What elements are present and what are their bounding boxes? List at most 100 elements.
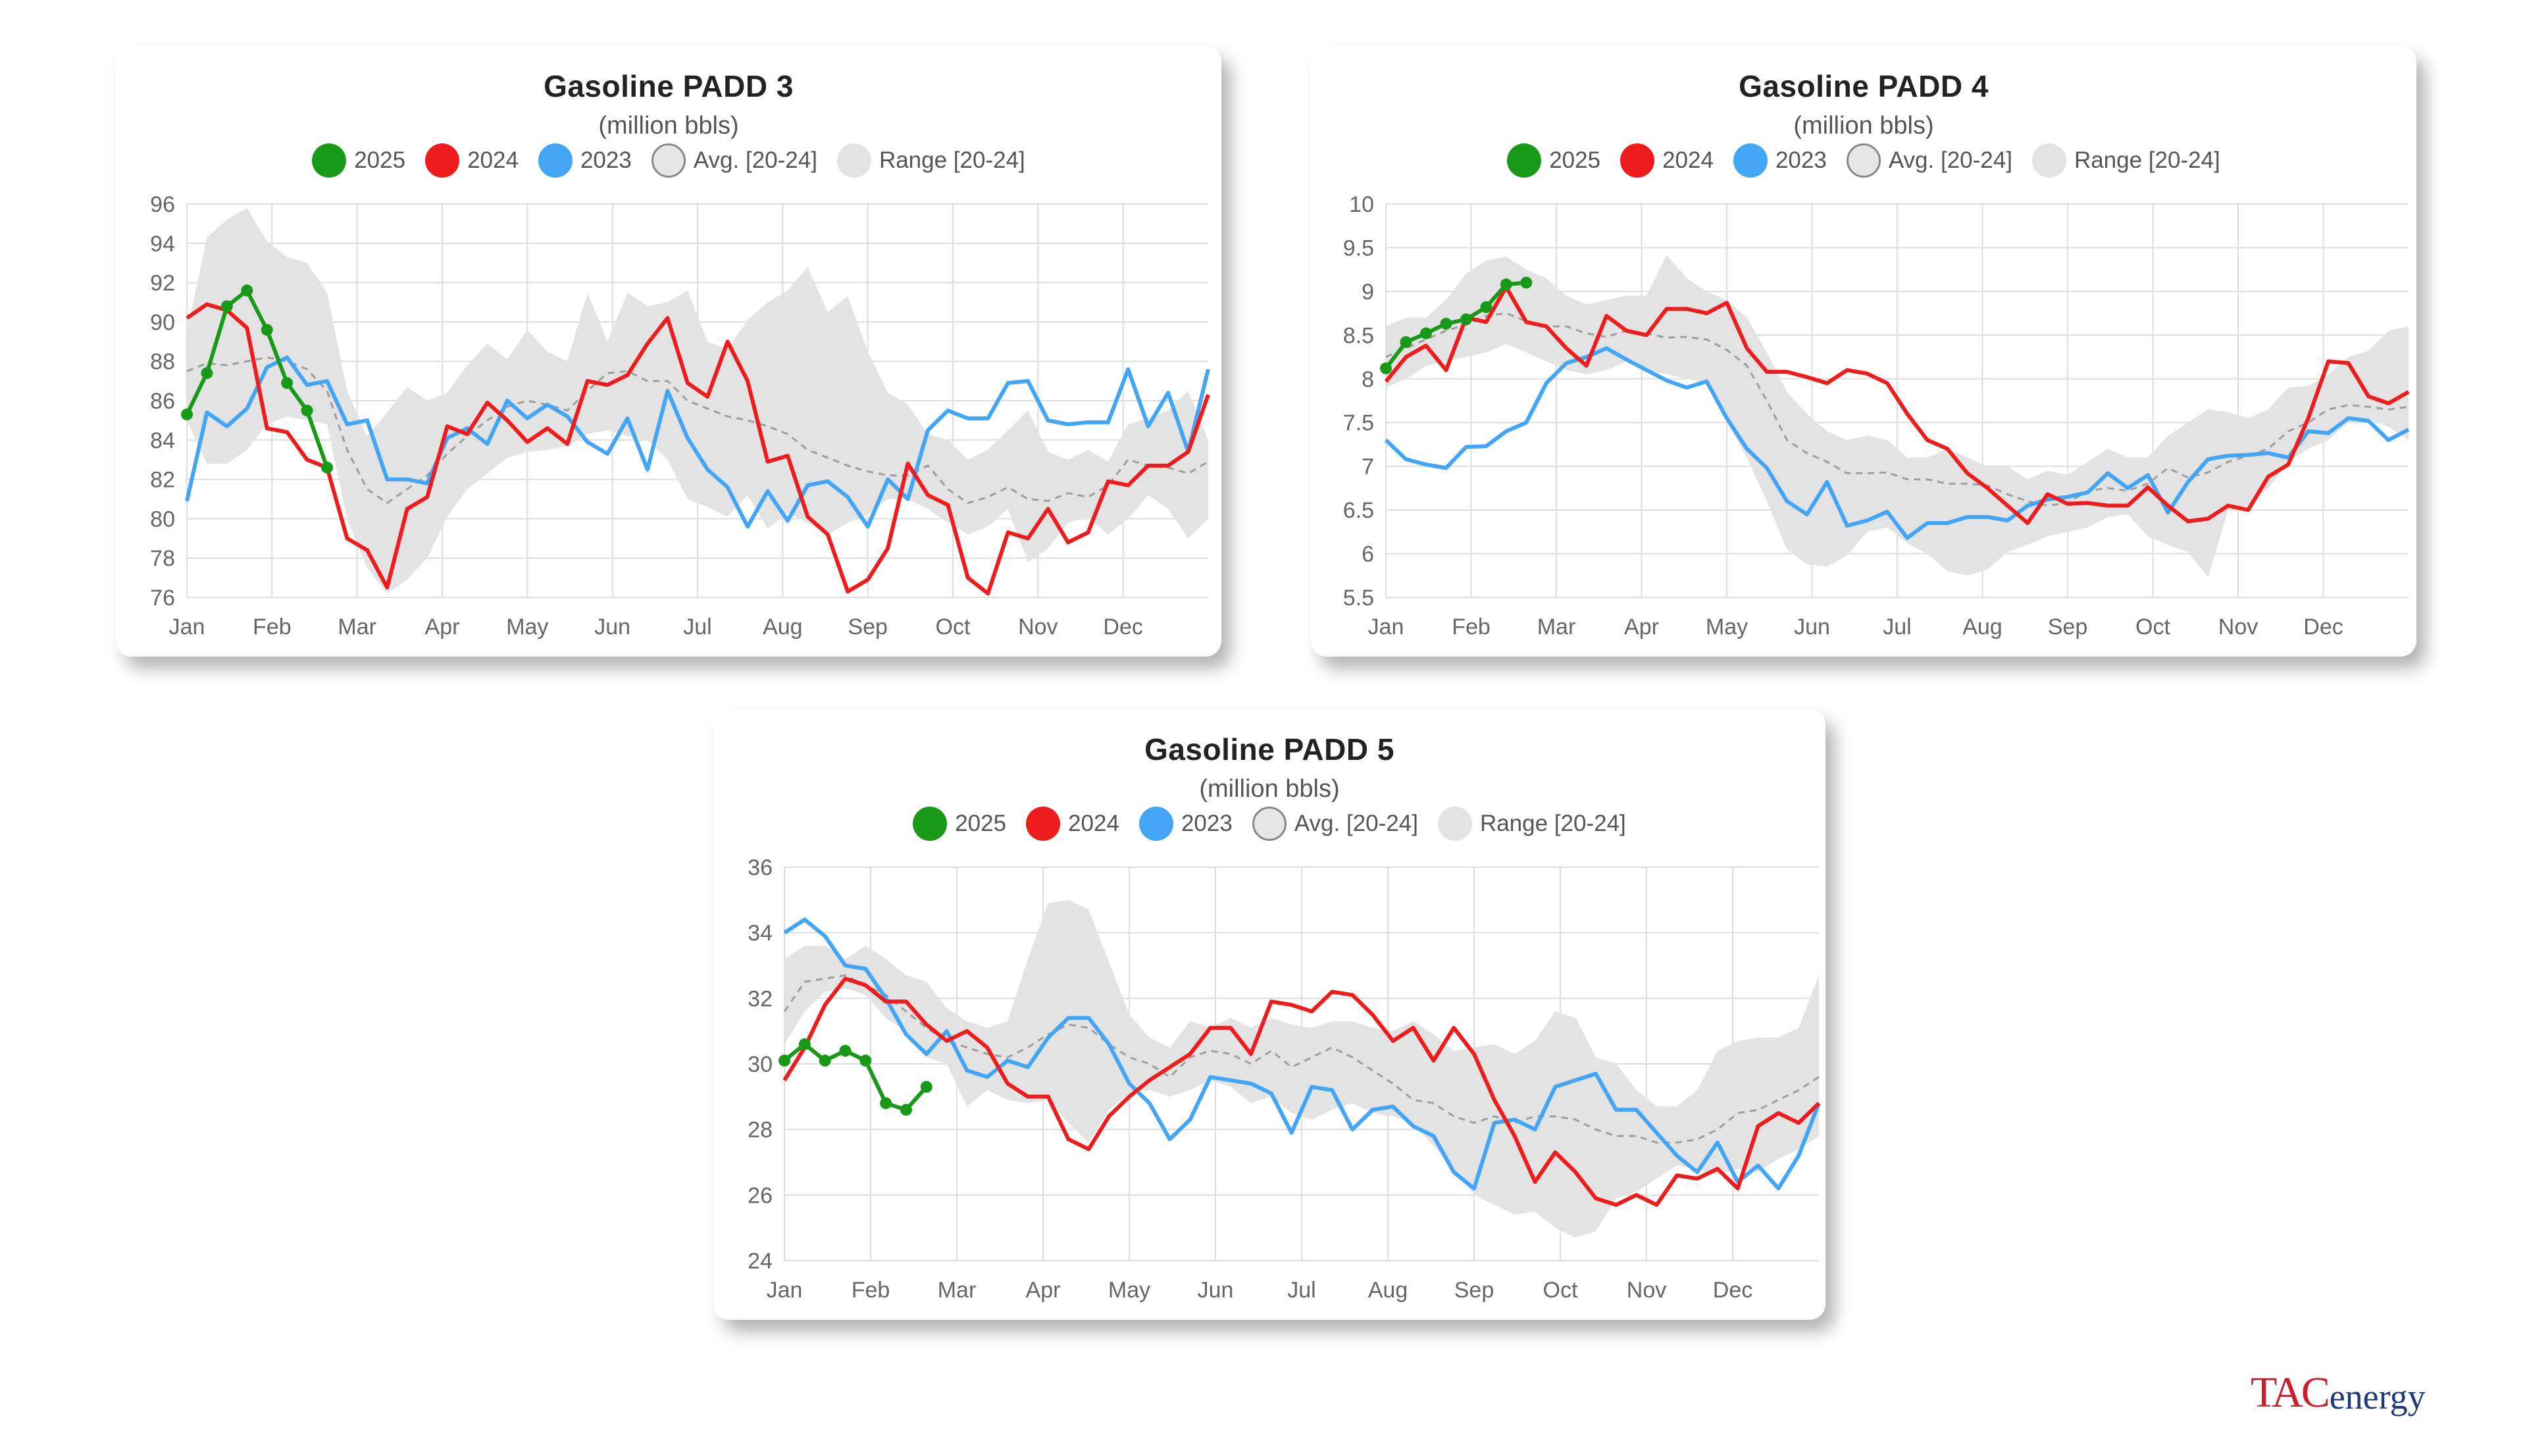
legend-item-2024[interactable]: 2024 bbox=[425, 143, 519, 178]
y-tick-label: 92 bbox=[150, 271, 175, 296]
x-tick-label: May bbox=[1706, 615, 1748, 640]
point-2025 bbox=[900, 1103, 912, 1116]
point-2025 bbox=[839, 1045, 852, 1057]
legend-label: 2025 bbox=[1549, 147, 1601, 173]
x-tick-label: Jul bbox=[1883, 615, 1911, 640]
legend-item-2025[interactable]: 2025 bbox=[913, 807, 1006, 841]
legend-label: 2023 bbox=[580, 147, 632, 173]
x-tick-label: Jan bbox=[1368, 615, 1404, 640]
legend-item-2023[interactable]: 2023 bbox=[1138, 807, 1233, 841]
legend-label: Avg. [20-24] bbox=[693, 147, 817, 173]
chart-card-padd4: 10 9.5 9 8.5 8 7.5 7 6.5 6 5.5 Jan Feb Mar Apr May Jun J… bbox=[1311, 46, 2416, 657]
point-2025 bbox=[1480, 301, 1493, 313]
y-tick-label: 94 bbox=[150, 232, 175, 257]
y-tick-label: 24 bbox=[748, 1249, 773, 1274]
legend-swatch-range bbox=[836, 143, 871, 178]
legend-item-2024[interactable]: 2024 bbox=[1026, 807, 1119, 841]
x-tick-label: Nov bbox=[1627, 1278, 1666, 1303]
x-tick-label: Oct bbox=[2135, 615, 2170, 640]
legend-item-range[interactable]: Range [20-24] bbox=[836, 143, 1025, 178]
y-tick-label: 28 bbox=[748, 1118, 773, 1143]
x-tick-label: Feb bbox=[253, 615, 292, 640]
y-tick-label: 96 bbox=[150, 192, 175, 217]
x-tick-label: Jul bbox=[683, 615, 711, 640]
legend-item-avg[interactable]: Avg. [20-24] bbox=[1846, 143, 2012, 178]
chart-legend: 2025 2024 2023 Avg. [20-24] Range [20-24… bbox=[116, 143, 1221, 178]
legend-label: 2023 bbox=[1181, 811, 1233, 836]
y-tick-label: 7 bbox=[1362, 455, 1374, 480]
x-tick-label: Jun bbox=[594, 615, 630, 640]
legend-item-range[interactable]: Range [20-24] bbox=[1437, 807, 1626, 841]
y-tick-label: 78 bbox=[150, 546, 175, 571]
point-2025 bbox=[281, 377, 294, 389]
legend-label: 2024 bbox=[1662, 147, 1714, 173]
x-tick-label: Apr bbox=[1026, 1278, 1061, 1303]
legend-label: 2024 bbox=[467, 147, 519, 173]
x-tick-label: Mar bbox=[338, 615, 376, 640]
legend-item-avg[interactable]: Avg. [20-24] bbox=[651, 143, 817, 178]
y-tick-label: 8.5 bbox=[1343, 323, 1374, 348]
legend-item-2023[interactable]: 2023 bbox=[538, 143, 632, 178]
chart-card-padd5: 36 34 32 30 28 26 24 Jan Feb Mar Apr May Jun Jul Aug Se… bbox=[713, 709, 1825, 1320]
y-tick-label: 82 bbox=[150, 468, 175, 493]
avg-line bbox=[783, 974, 1820, 1144]
x-tick-label: Sep bbox=[1454, 1278, 1494, 1303]
legend-label: 2025 bbox=[354, 147, 406, 173]
legend-label: 2024 bbox=[1068, 811, 1119, 836]
legend-label: Range [20-24] bbox=[879, 147, 1025, 173]
legend-item-avg[interactable]: Avg. [20-24] bbox=[1252, 807, 1418, 841]
y-tick-label: 6.5 bbox=[1343, 498, 1374, 523]
x-tick-label: Aug bbox=[1962, 615, 2003, 640]
legend-swatch-2023 bbox=[1138, 807, 1173, 841]
point-2025 bbox=[1440, 318, 1452, 330]
chart-svg-padd3: 96 94 92 90 88 86 84 82 80 78 76 Jan Feb Mar Apr May Jun… bbox=[150, 192, 1210, 640]
y-tick-label: 10 bbox=[1349, 192, 1374, 217]
point-2025 bbox=[880, 1097, 892, 1109]
x-tick-label: Nov bbox=[2218, 615, 2258, 640]
y-tick-label: 90 bbox=[150, 310, 175, 335]
x-tick-label: Jul bbox=[1287, 1278, 1315, 1303]
avg-line bbox=[186, 356, 1209, 505]
legend-swatch-2025 bbox=[1507, 143, 1542, 178]
point-2025 bbox=[779, 1055, 790, 1067]
y-tick-label: 80 bbox=[150, 507, 175, 532]
chart-subtitle: (million bbls) bbox=[1199, 775, 1340, 803]
legend-swatch-2024 bbox=[1026, 807, 1061, 841]
legend-swatch-range bbox=[1437, 807, 1472, 841]
y-tick-label: 86 bbox=[150, 389, 175, 414]
tac-energy-logo: TAC energy bbox=[2251, 1355, 2426, 1415]
x-tick-label: Aug bbox=[763, 615, 803, 640]
y-tick-label: 32 bbox=[748, 986, 773, 1011]
series-line-2023 bbox=[783, 917, 1821, 1191]
chart-title: Gasoline PADD 5 bbox=[1144, 732, 1394, 766]
point-2025 bbox=[321, 461, 334, 474]
y-tick-label: 9.5 bbox=[1343, 236, 1374, 261]
legend-label: Range [20-24] bbox=[2074, 147, 2220, 173]
point-2025 bbox=[920, 1080, 932, 1093]
series-line-2024 bbox=[1384, 285, 2410, 525]
y-tick-label: 7.5 bbox=[1343, 411, 1374, 436]
chart-card-padd3: 96 94 92 90 88 86 84 82 80 78 76 Jan Feb Mar Apr May Jun… bbox=[116, 46, 1221, 657]
chart-title: Gasoline PADD 3 bbox=[544, 69, 794, 103]
x-tick-label: Mar bbox=[1537, 615, 1576, 640]
legend-swatch-2023 bbox=[538, 143, 573, 178]
legend-item-2023[interactable]: 2023 bbox=[1733, 143, 1827, 178]
legend-item-2024[interactable]: 2024 bbox=[1620, 143, 1714, 178]
point-2025 bbox=[241, 284, 253, 297]
legend-item-2025[interactable]: 2025 bbox=[312, 143, 405, 178]
point-2025 bbox=[859, 1055, 872, 1067]
legend-label: Range [20-24] bbox=[1479, 811, 1626, 836]
legend-item-range[interactable]: Range [20-24] bbox=[2031, 143, 2220, 178]
point-2025 bbox=[1500, 278, 1512, 291]
point-2025 bbox=[1380, 362, 1392, 374]
logo-tac-text: TAC bbox=[2251, 1368, 2330, 1417]
legend-item-2025[interactable]: 2025 bbox=[1507, 143, 1600, 178]
point-2025 bbox=[1419, 327, 1432, 339]
x-tick-label: Sep bbox=[2048, 615, 2088, 640]
legend-label: 2025 bbox=[955, 811, 1007, 836]
x-tick-label: Aug bbox=[1368, 1278, 1408, 1303]
legend-swatch-2024 bbox=[1620, 143, 1655, 178]
legend-swatch-avg bbox=[1252, 807, 1287, 841]
x-tick-label: Apr bbox=[1624, 615, 1659, 640]
x-tick-label: Feb bbox=[1452, 615, 1491, 640]
